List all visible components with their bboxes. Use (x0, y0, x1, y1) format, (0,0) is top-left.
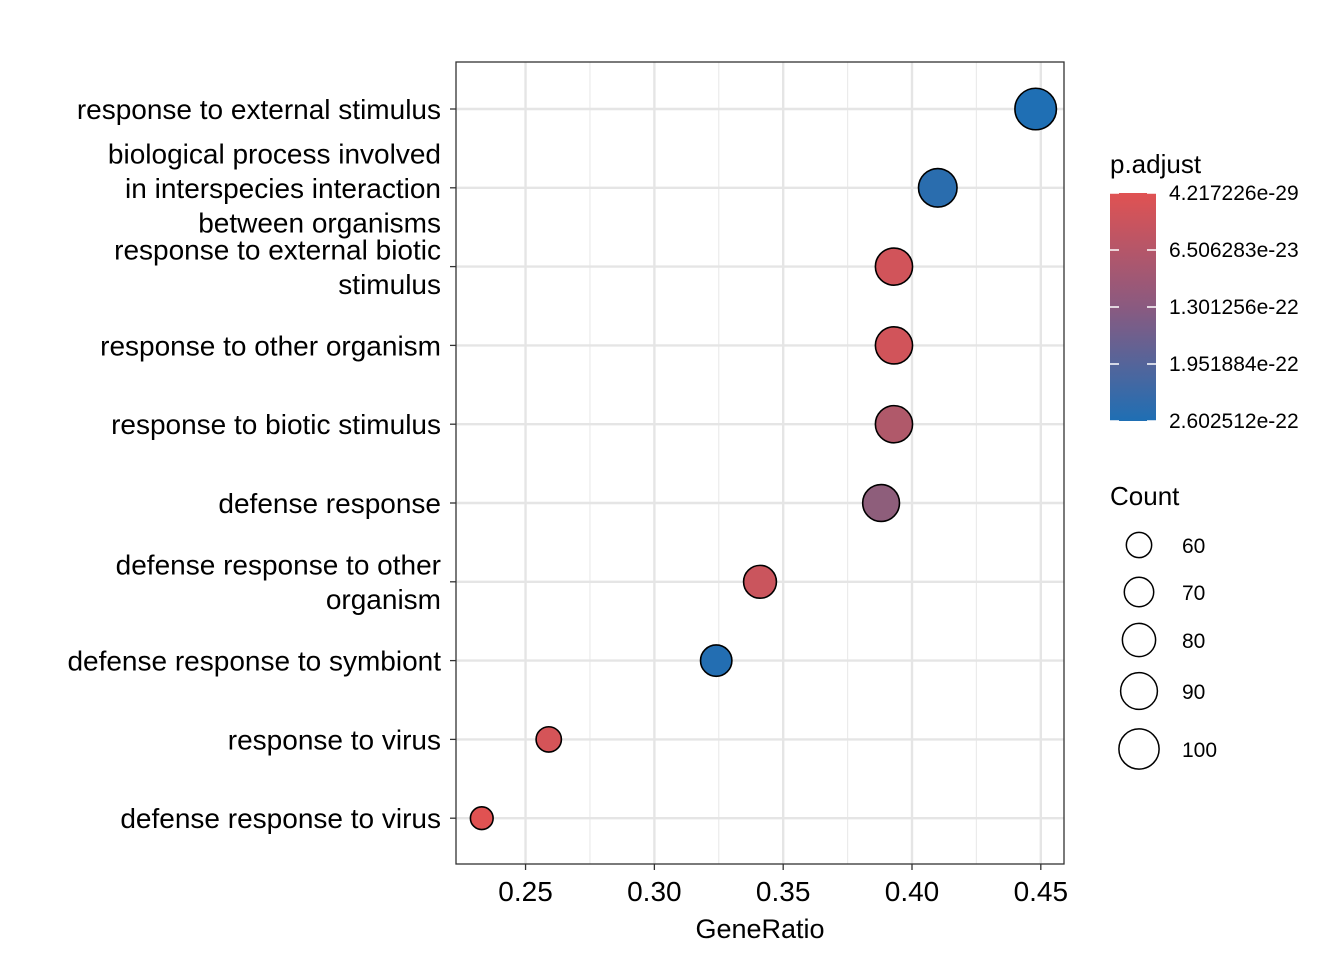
size-legend-label: 60 (1182, 535, 1205, 558)
data-point (742, 564, 778, 600)
x-axis: 0.25 0.30 0.35 0.40 0.45 (498, 864, 1068, 907)
size-legend-circle (1119, 671, 1159, 711)
size-legend-label: 100 (1182, 739, 1217, 762)
x-tick-label: 0.30 (627, 876, 682, 907)
x-tick-label: 0.45 (1014, 876, 1069, 907)
color-legend-label: 2.602512e-22 (1169, 410, 1299, 433)
y-tick-label: defense response to virus (120, 803, 441, 834)
y-tick-label: response to biotic stimulus (111, 409, 441, 440)
color-legend-label: 1.951884e-22 (1169, 353, 1299, 376)
x-tick-label: 0.40 (885, 876, 940, 907)
color-legend-label: 1.301256e-22 (1169, 296, 1299, 319)
size-legend-circle (1121, 622, 1157, 658)
x-axis-title: GeneRatio (695, 914, 824, 944)
size-legend-title: Count (1110, 481, 1180, 511)
size-legend-label: 70 (1182, 582, 1205, 605)
data-points (469, 87, 1058, 831)
size-legend-circle (1123, 576, 1155, 608)
data-point (861, 483, 901, 523)
y-tick-label: defense response (218, 488, 441, 519)
data-point (535, 725, 563, 753)
grid-lines (456, 62, 1064, 864)
size-legend-label: 80 (1182, 630, 1205, 653)
y-axis: response to external stimulus biological … (67, 94, 456, 834)
y-tick-label: biological process involved in interspeci… (108, 138, 441, 238)
y-tick-label: response to external biotic stimulus (114, 234, 441, 300)
data-point (1014, 87, 1058, 131)
color-legend-label: 6.506283e-23 (1169, 239, 1299, 262)
data-point (917, 167, 958, 208)
y-tick-label: defense response to symbiont (67, 646, 441, 677)
data-point (874, 247, 914, 286)
size-legend-label: 90 (1182, 681, 1205, 704)
y-tick-label: response to external stimulus (77, 94, 441, 125)
size-legend: Count 60 70 80 90 100 (1110, 481, 1217, 770)
y-tick-label: response to virus (228, 724, 441, 755)
y-tick-label: defense response to other organism (116, 550, 441, 616)
color-legend: p.adjust 4.217226e-29 6.506283e-23 1.30125… (1110, 149, 1299, 433)
data-point (699, 644, 733, 678)
size-legend-circle (1125, 531, 1153, 559)
size-legend-circle (1118, 728, 1160, 770)
color-legend-title: p.adjust (1110, 149, 1202, 179)
data-point (469, 806, 494, 831)
data-point (874, 404, 914, 444)
x-tick-label: 0.35 (756, 876, 811, 907)
panel-border (455, 61, 1065, 865)
x-tick-label: 0.25 (498, 876, 553, 907)
y-tick-label: response to other organism (100, 330, 441, 361)
data-point (874, 326, 914, 365)
color-legend-label: 4.217226e-29 (1169, 182, 1299, 205)
